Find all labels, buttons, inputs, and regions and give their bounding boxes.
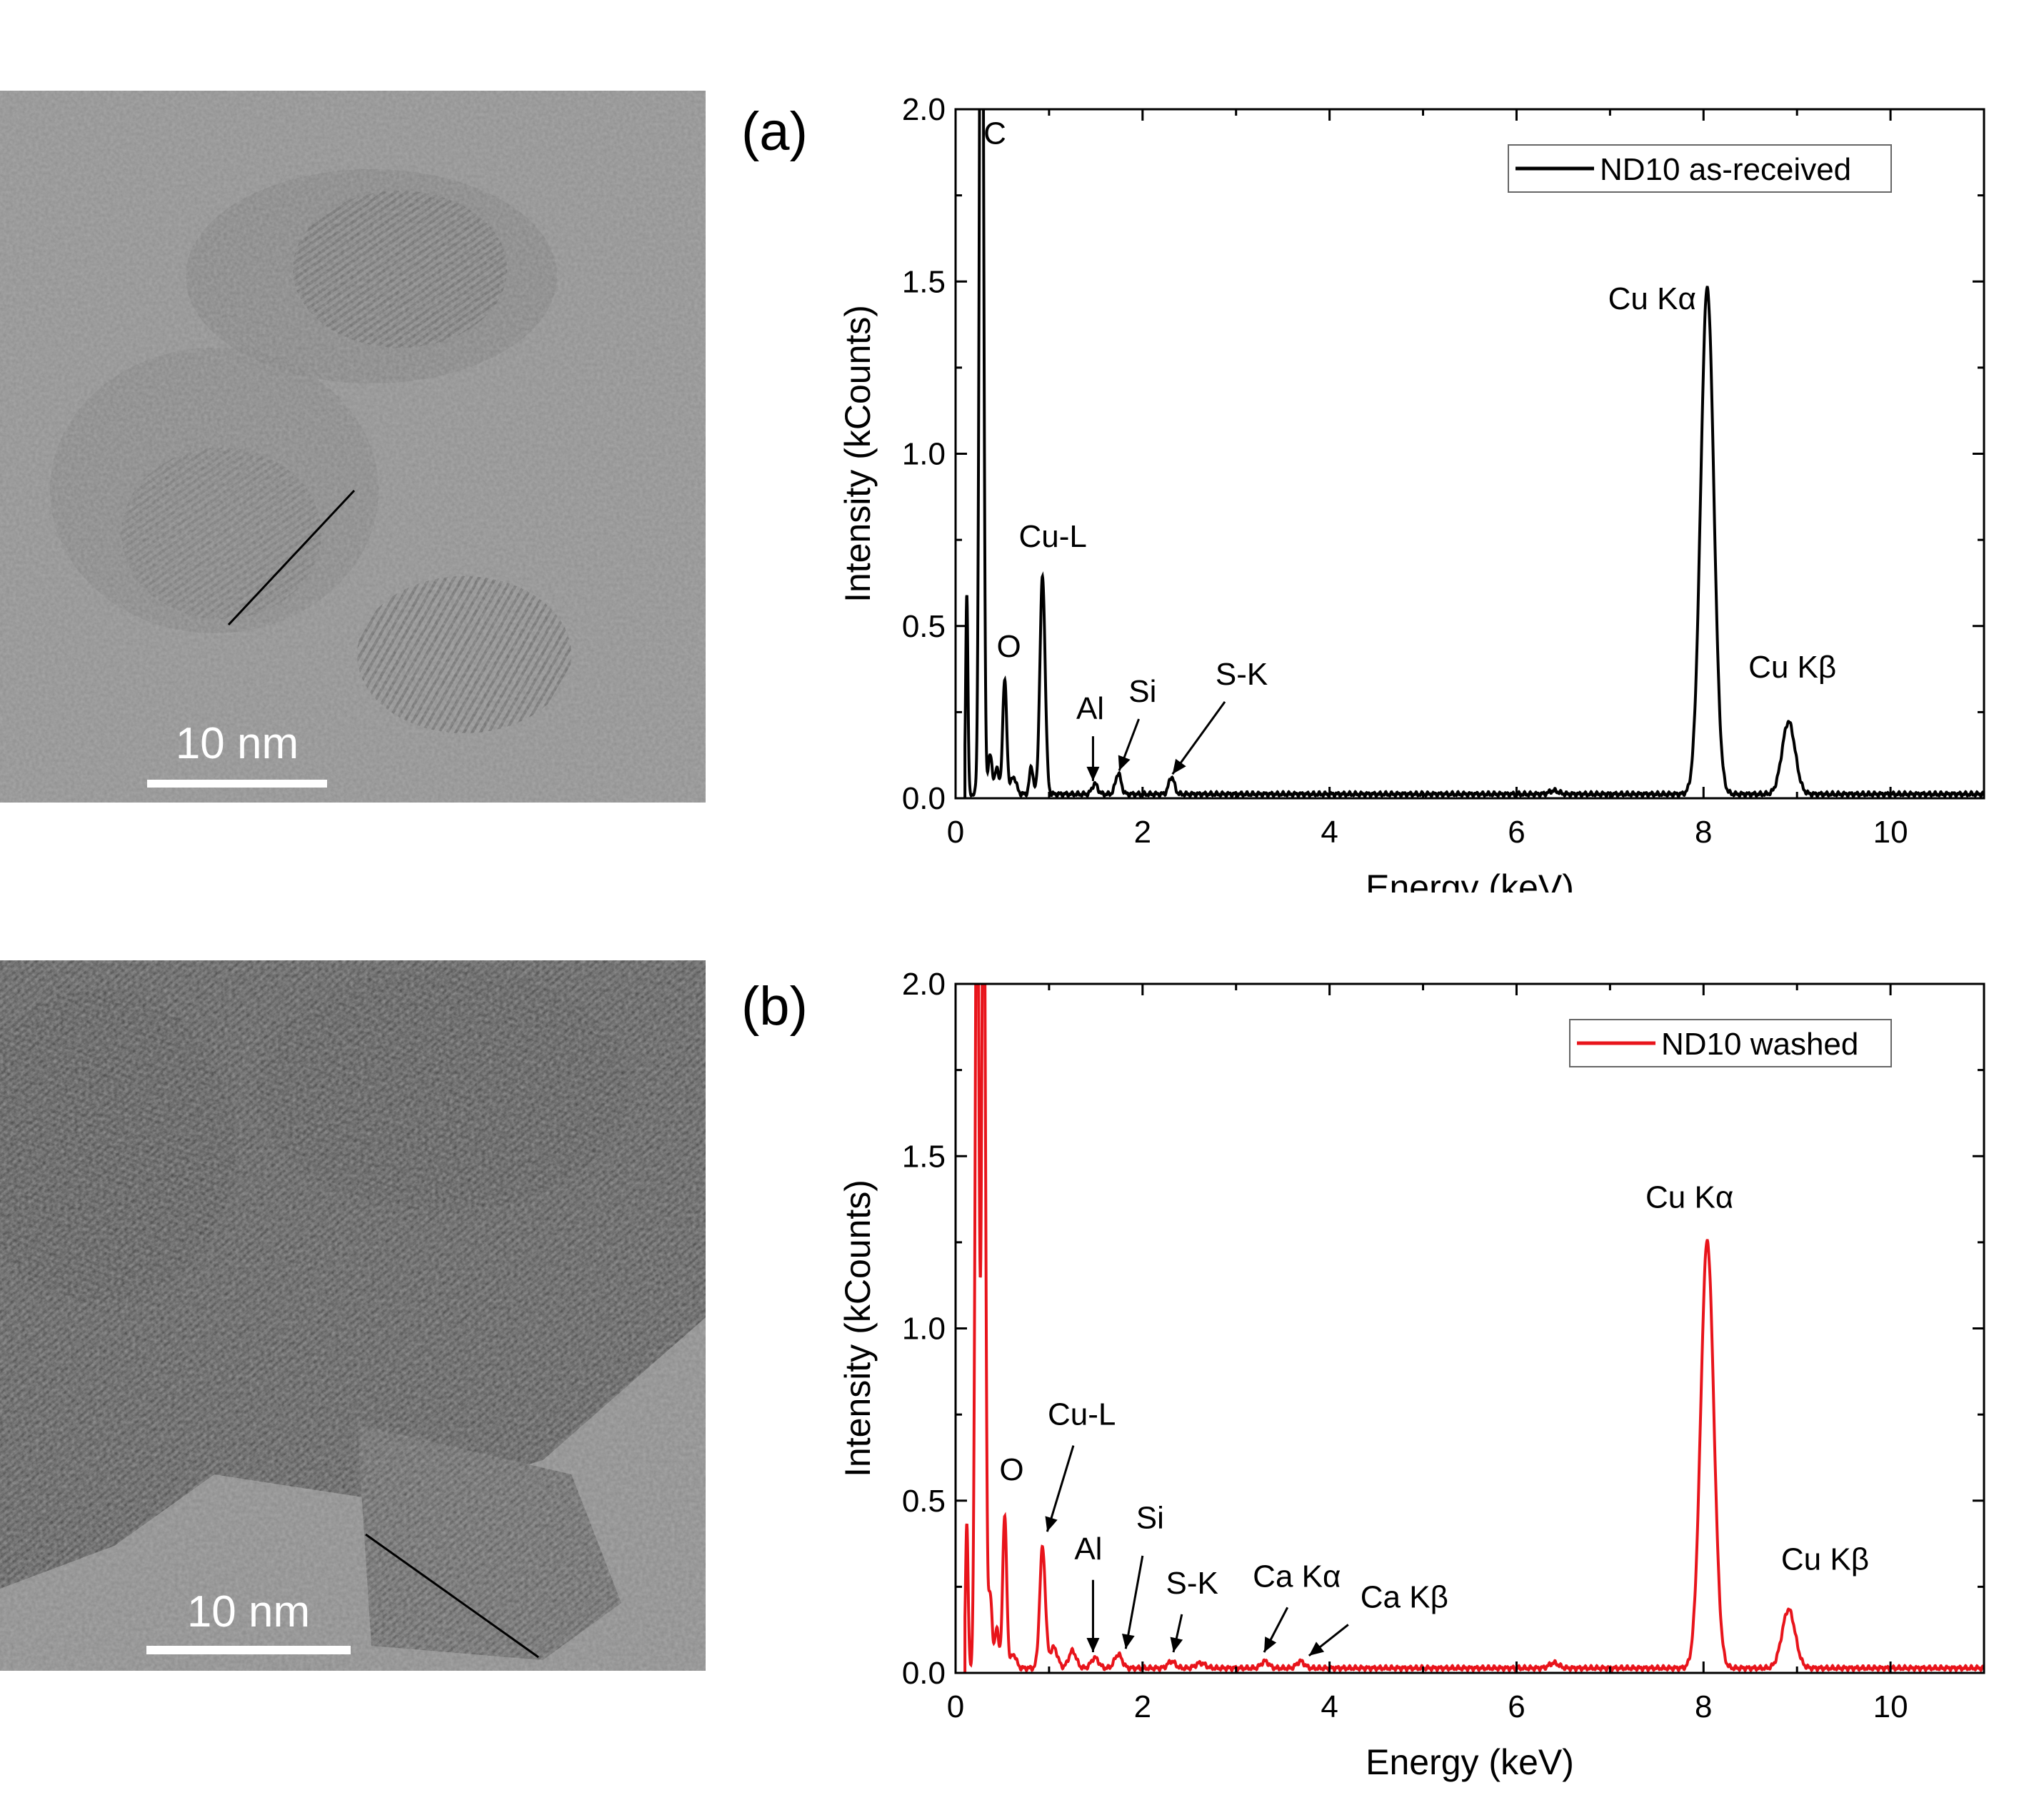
peak-label-a: Cu Kα: [1608, 281, 1696, 316]
annotation-arrow-b: [1124, 1555, 1144, 1649]
x-tick-label-a: 0: [947, 815, 964, 850]
annotation-arrowhead-b: [1264, 1636, 1277, 1653]
y-tick-label-a: 0.5: [902, 609, 946, 644]
scale-label-a: 10 nm: [175, 719, 299, 768]
peak-label-b: Ca Kβ: [1361, 1579, 1448, 1614]
x-tick-label-b: 2: [1134, 1689, 1151, 1724]
series-line-b: [963, 984, 1984, 1673]
x-tick-label-a: 10: [1873, 815, 1908, 850]
peak-label-a: Al: [1076, 691, 1104, 726]
y-tick-label-a: 1.0: [902, 437, 946, 472]
y-tick-label-b: 1.0: [902, 1312, 946, 1347]
annotation-arrowhead-b: [1045, 1516, 1058, 1532]
annotation-arrowhead-a: [1172, 758, 1186, 775]
peak-label-b: Si: [1136, 1500, 1164, 1535]
x-tick-label-a: 2: [1134, 815, 1151, 850]
peak-label-a: Cu-L: [1018, 519, 1086, 554]
annotation-arrowhead-a: [1086, 766, 1100, 781]
measurement-line-b: [365, 1533, 539, 1659]
y-tick-label-b: 0.0: [902, 1656, 946, 1691]
annotation-arrowhead-b: [1121, 1633, 1135, 1649]
annotation-arrowhead-b: [1086, 1638, 1100, 1653]
series-line-a: [963, 109, 1984, 798]
peak-label-a: C: [983, 116, 1006, 151]
peak-label-b: S-K: [1166, 1566, 1218, 1601]
peak-label-b: Cu Kβ: [1781, 1542, 1869, 1577]
y-tick-label-b: 1.5: [902, 1139, 946, 1174]
peak-label-a: S-K: [1216, 657, 1268, 692]
panel-label-a: (a): [741, 101, 808, 162]
panel-label-b: (b): [741, 976, 808, 1037]
x-tick-label-a: 8: [1695, 815, 1712, 850]
tem-image-a: 10 nm: [0, 91, 706, 803]
y-tick-label-b: 0.5: [902, 1484, 946, 1519]
y-tick-label-a: 1.5: [902, 264, 946, 299]
legend-a: ND10 as-received: [1508, 144, 1892, 193]
annotation-arrowhead-a: [1118, 755, 1131, 771]
peak-label-b: Ca Kα: [1253, 1559, 1341, 1594]
annotation-arrow-a: [1171, 701, 1226, 775]
y-axis-label-b: Intensity (kCounts): [838, 1180, 878, 1477]
x-tick-label-b: 0: [947, 1689, 964, 1724]
tem-image-b: 10 nm: [0, 960, 706, 1671]
scale-label-b: 10 nm: [186, 1587, 311, 1636]
x-axis-label-b: Energy (keV): [1366, 1742, 1574, 1782]
x-tick-label-a: 4: [1321, 815, 1338, 850]
scale-bar-b: [146, 1646, 351, 1654]
y-tick-label-b: 2.0: [902, 967, 946, 1002]
x-tick-label-a: 6: [1508, 815, 1525, 850]
x-tick-label-b: 10: [1873, 1689, 1908, 1724]
peak-label-a: O: [997, 629, 1021, 664]
annotation-arrow-b: [1046, 1445, 1075, 1532]
x-tick-label-b: 8: [1695, 1689, 1712, 1724]
measurement-line-a: [227, 489, 356, 626]
peak-label-b: Cu Kα: [1645, 1180, 1733, 1215]
y-tick-label-a: 0.0: [902, 781, 946, 816]
x-tick-label-b: 4: [1321, 1689, 1338, 1724]
y-tick-label-a: 2.0: [902, 92, 946, 127]
peak-label-b: O: [999, 1452, 1023, 1487]
peak-label-a: Cu Kβ: [1748, 650, 1836, 685]
x-tick-label-b: 6: [1508, 1689, 1525, 1724]
scale-bar-a: [147, 780, 327, 788]
legend-b: ND10 washed: [1569, 1019, 1892, 1067]
x-axis-label-a: Energy (keV): [1366, 868, 1574, 893]
legend-label-b: ND10 washed: [1661, 1027, 1858, 1062]
peak-label-b: Al: [1074, 1532, 1102, 1567]
annotation-arrowhead-b: [1308, 1641, 1325, 1656]
peak-label-a: Si: [1128, 674, 1156, 709]
legend-label-a: ND10 as-received: [1600, 152, 1851, 187]
peak-label-b: Cu-L: [1048, 1397, 1116, 1432]
annotation-arrowhead-b: [1170, 1636, 1183, 1653]
y-axis-label-a: Intensity (kCounts): [838, 305, 878, 603]
eds-chart-a: 0 2 4 6 8 10 0.0 0.5 1.0 1.5 2.0 Energy (keV) Intens…: [741, 92, 1985, 893]
